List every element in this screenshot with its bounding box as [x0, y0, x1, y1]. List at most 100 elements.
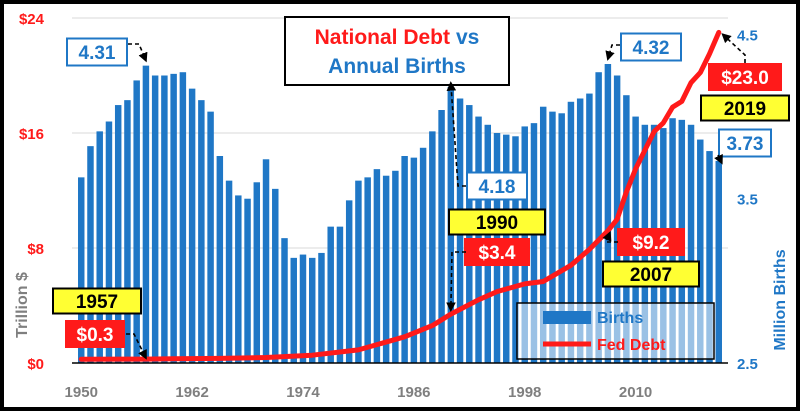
y-right-tick-label: 2.5 [737, 356, 758, 373]
annotation-births-peak-2007: 4.32 [633, 38, 670, 59]
annotation-births-1990: 4.18 [479, 177, 516, 198]
chart-title-line1: National Debt vs [315, 26, 480, 49]
births-bar [151, 75, 159, 363]
fed-debt-line [78, 29, 722, 362]
annotation-year-1990: 1990 [476, 213, 518, 234]
annotation-arrow-1957-debt [126, 333, 147, 360]
births-bar [697, 139, 704, 363]
births-bar [401, 156, 408, 363]
births-bar [410, 157, 418, 363]
births-bar [604, 64, 612, 363]
x-tick-label: 1950 [65, 384, 98, 401]
x-tick-label: 1962 [175, 384, 208, 401]
annotation-debt-1957-box [65, 320, 125, 348]
births-bar [262, 159, 270, 363]
births-bar [225, 180, 233, 363]
annotation-year-1957-box [52, 287, 142, 315]
annotation-debt-2019: $23.0 [721, 68, 769, 89]
births-bar [530, 123, 538, 364]
annotation-births-2019-box [718, 128, 772, 158]
chart-title-debt: National Debt [315, 26, 450, 49]
births-bar [327, 226, 334, 363]
annotations: 4.31 4.18 4.32 3.73 1957 $0.3 1990 $3.4 $9.2 2007… [52, 32, 790, 360]
y-left-tick-label: $16 [19, 126, 44, 143]
births-bar [382, 175, 390, 363]
births-bar [290, 257, 297, 363]
births-bar [438, 110, 445, 363]
annotation-debt-1990: $3.4 [479, 243, 516, 264]
annotation-year-2007: 2007 [630, 265, 672, 286]
y-left-tick-label: $0 [27, 356, 44, 373]
y-right-tick-label: 3.5 [737, 192, 758, 209]
annotation-debt-1957: $0.3 [77, 325, 114, 346]
annotation-year-2007-box [602, 260, 700, 288]
annotation-year-1990-box [448, 208, 546, 236]
births-bar [567, 101, 575, 364]
births-bar [318, 252, 325, 363]
annotation-year-2019-box [700, 94, 790, 122]
births-bar [170, 73, 177, 363]
births-bar [373, 169, 381, 363]
births-bar [687, 124, 695, 364]
annotation-year-1957: 1957 [76, 292, 118, 313]
annotation-arrow-2007-births [605, 44, 620, 61]
y-left-tick-label: $8 [27, 241, 44, 258]
births-bar [188, 88, 196, 364]
births-bar [216, 156, 224, 363]
annotation-arrow-1957-births [128, 43, 148, 63]
y-axis-label-right: Million Births [772, 249, 789, 350]
births-bar [299, 254, 307, 363]
births-bar [96, 131, 103, 363]
births-bar [364, 177, 371, 363]
births-bar [706, 151, 713, 363]
births-bar [345, 200, 353, 363]
annotation-births-peak-2007-box [620, 32, 682, 62]
annotation-births-2019: 3.73 [727, 134, 764, 155]
births-bar [576, 98, 584, 363]
births-bar [392, 170, 399, 363]
births-bar [207, 111, 214, 364]
births-bar [715, 160, 722, 363]
annotation-arrow-2019-debt [721, 33, 746, 63]
x-tick-label: 1974 [286, 384, 320, 401]
births-bar [549, 111, 556, 364]
legend-births-label: Births [597, 310, 643, 327]
births-bar [595, 72, 602, 363]
annotation-births-peak-1957: 4.31 [79, 43, 116, 64]
x-tick-label: 1998 [508, 384, 541, 401]
y-axis-label-left: Trillion $ [14, 272, 31, 338]
axes: 1950 1962 1974 1986 1998 2010 $0 $8 $16 $24 2.5 3.5… [19, 11, 758, 401]
legend: Births Fed Debt [516, 302, 715, 360]
births-bar [133, 80, 140, 363]
legend-debt-label: Fed Debt [597, 337, 666, 354]
chart-title-vs: vs [456, 26, 479, 49]
births-bar [336, 226, 344, 363]
births-bar [179, 72, 187, 363]
births-bar [355, 180, 362, 363]
y-left-tick-label: $24 [19, 11, 45, 28]
births-bar [281, 238, 288, 363]
births-bar [558, 113, 565, 364]
annotation-debt-2019-box [708, 63, 782, 91]
births-bar [198, 100, 205, 364]
legend-births-swatch [543, 311, 591, 324]
births-bar [308, 257, 316, 363]
annotation-debt-2007: $9.2 [633, 233, 670, 254]
births-bar [161, 75, 168, 363]
annotation-year-2019: 2019 [724, 99, 766, 120]
births-bar [114, 105, 122, 364]
annotation-arrow-2007-debt [602, 230, 618, 243]
births-bar [429, 131, 436, 363]
annotation-arrow-1990-births [446, 81, 466, 187]
annotation-debt-1990-box [464, 238, 530, 266]
annotation-births-peak-1957-box [66, 37, 128, 67]
births-bar [272, 188, 279, 363]
births-bar [235, 195, 242, 363]
annotation-births-1990-box [466, 171, 528, 201]
births-bar [87, 146, 94, 363]
births-bar [253, 182, 261, 363]
births-bar [124, 100, 131, 364]
annotation-arrow-1990-debt [446, 251, 466, 313]
births-bar [142, 65, 150, 364]
